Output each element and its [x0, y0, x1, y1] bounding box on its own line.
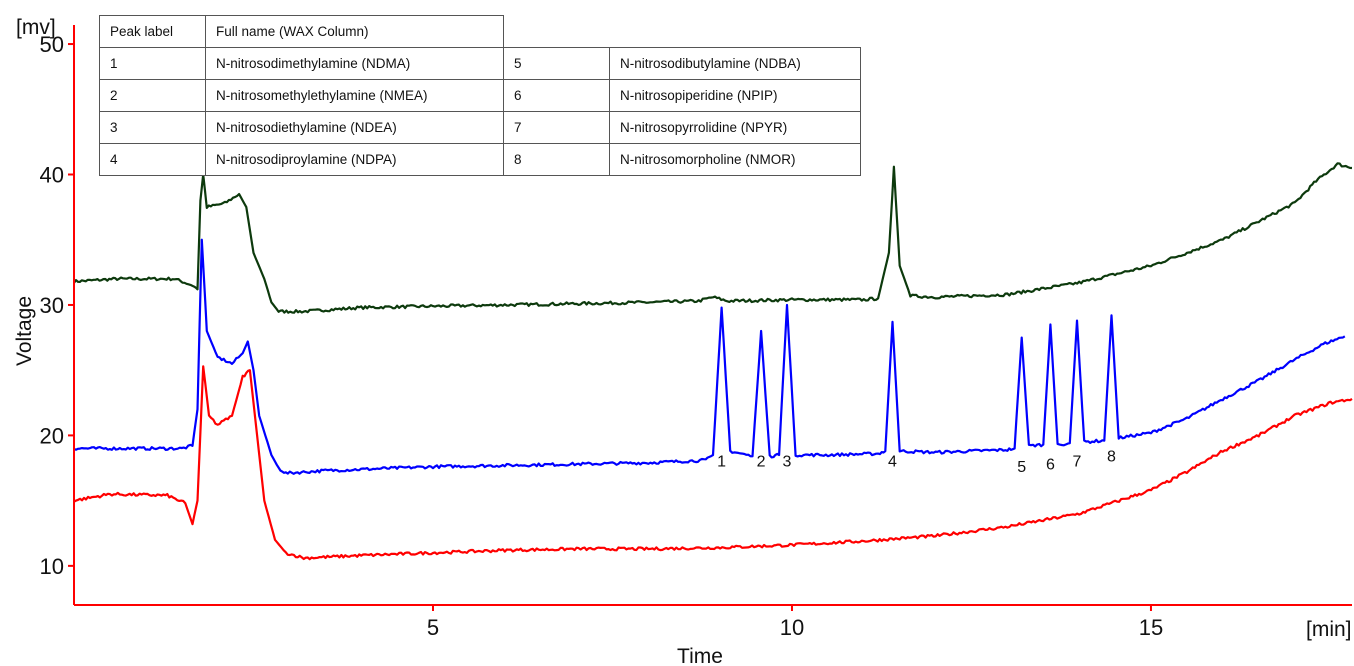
peak-label: 7: [1073, 454, 1082, 471]
legend-cell: N-nitrosodiproylamine (NDPA): [205, 143, 504, 176]
legend-row: 3 N-nitrosodiethylamine (NDEA) 7 N-nitro…: [99, 111, 861, 144]
legend-cell: 1: [99, 47, 206, 80]
legend-cell: N-nitrosodimethylamine (NDMA): [205, 47, 504, 80]
legend-cell: N-nitrosodibutylamine (NDBA): [609, 47, 861, 80]
legend-cell: 3: [99, 111, 206, 144]
legend-cell: N-nitrosodiethylamine (NDEA): [205, 111, 504, 144]
y-axis-title: Voltage: [13, 296, 36, 366]
legend-cell: 8: [503, 143, 610, 176]
legend-cell: N-nitrosopyrrolidine (NPYR): [609, 111, 861, 144]
legend-cell: 2: [99, 79, 206, 112]
x-axis-title: Time: [677, 645, 723, 666]
peak-label: 5: [1017, 459, 1026, 476]
legend-cell: 6: [503, 79, 610, 112]
x-tick-label: 5: [427, 615, 439, 640]
y-tick-label: 30: [40, 293, 64, 318]
series-line: [73, 365, 1353, 561]
x-tick-label: 15: [1139, 615, 1163, 640]
legend-row: 2 N-nitrosomethylethylamine (NMEA) 6 N-n…: [99, 79, 861, 112]
series-line: [73, 238, 1346, 475]
legend-row: 1 N-nitrosodimethylamine (NDMA) 5 N-nitr…: [99, 47, 861, 80]
legend-header-cell: Peak label: [99, 15, 206, 48]
peak-label: 2: [757, 454, 766, 471]
legend-cell: N-nitrosopiperidine (NPIP): [609, 79, 861, 112]
legend-cell: N-nitrosomorpholine (NMOR): [609, 143, 861, 176]
x-unit-label: [min]: [1306, 618, 1352, 641]
peak-label: 1: [717, 454, 726, 471]
series-line: [73, 162, 1353, 314]
peak-label: 6: [1046, 456, 1055, 473]
legend-header-cell: Full name (WAX Column): [205, 15, 504, 48]
peak-label: 8: [1107, 449, 1116, 466]
y-tick-label: 50: [40, 32, 64, 57]
peak-label: 4: [888, 454, 897, 471]
legend-cell: 5: [503, 47, 610, 80]
legend-cell: 4: [99, 143, 206, 176]
legend-row: 4 N-nitrosodiproylamine (NDPA) 8 N-nitro…: [99, 143, 861, 176]
y-unit-label: [mv]: [16, 16, 56, 39]
x-tick-label: 10: [780, 615, 804, 640]
legend-cell: 7: [503, 111, 610, 144]
legend-blank-cell: [503, 15, 861, 48]
series-layer: [73, 162, 1353, 561]
legend-cell: N-nitrosomethylethylamine (NMEA): [205, 79, 504, 112]
legend-header-row: Peak label Full name (WAX Column): [99, 15, 861, 48]
y-tick-label: 20: [40, 423, 64, 448]
peak-label: 3: [782, 454, 791, 471]
y-tick-label: 10: [40, 554, 64, 579]
y-tick-label: 40: [40, 163, 64, 188]
peak-legend-table: Peak label Full name (WAX Column) 1 N-ni…: [99, 15, 861, 176]
